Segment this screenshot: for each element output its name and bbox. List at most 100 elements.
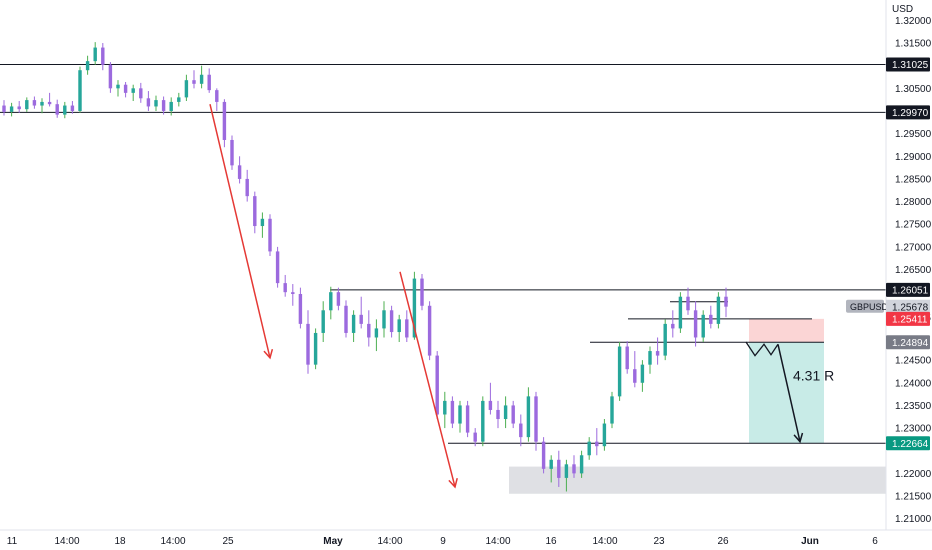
symbol-badge: GBPUSD <box>850 302 889 312</box>
candle-body <box>488 400 493 410</box>
candle-body <box>237 165 242 179</box>
time-tick-label: 14:00 <box>592 536 617 547</box>
candle-body <box>709 314 713 324</box>
candle-body <box>541 441 546 469</box>
level-badge: 1.26051 <box>892 285 929 296</box>
trend-arrow[interactable] <box>209 104 271 359</box>
candle-body <box>313 332 318 365</box>
candle-body <box>724 296 728 307</box>
candle-body <box>557 459 561 478</box>
candle-body <box>321 310 325 333</box>
candle-body <box>549 459 553 469</box>
demand-zone <box>509 466 886 494</box>
price-tick-label: 1.31500 <box>895 39 932 50</box>
candle-body <box>655 351 660 356</box>
projection-zigzag[interactable] <box>745 341 779 357</box>
candle-body <box>17 106 21 110</box>
candle-body <box>473 432 477 442</box>
time-tick-label: 6 <box>872 536 878 547</box>
candle-body <box>222 101 227 140</box>
projection-arrow[interactable] <box>777 344 801 442</box>
candle-body <box>481 400 485 442</box>
trend-arrow-head <box>263 348 274 360</box>
candle-body <box>116 84 120 89</box>
candle-body <box>587 441 591 456</box>
time-tick-label: 14:00 <box>377 536 402 547</box>
time-axis[interactable]: 11 14:00 18 14:00 25 May 14:00 9 14:00 16 14:00 23 2… <box>0 529 932 547</box>
price-tick-label: 1.23000 <box>895 424 932 435</box>
candle-body <box>306 323 310 365</box>
candle-body <box>260 218 265 227</box>
candle-body <box>526 396 531 438</box>
candle-body <box>47 101 52 105</box>
price-tick-label: 1.26500 <box>895 265 932 276</box>
time-tick-label: 16 <box>545 536 557 547</box>
candle-body <box>101 47 105 65</box>
candle-body <box>207 74 211 91</box>
price-tick-label: 1.27000 <box>895 242 932 253</box>
candle-body <box>93 47 97 62</box>
candle-body <box>336 292 341 306</box>
time-tick-label: Jun <box>801 536 819 547</box>
time-tick-label: 14:00 <box>485 536 510 547</box>
candle-body <box>640 364 645 383</box>
candle-body <box>291 292 295 294</box>
time-tick-label: 14:00 <box>54 536 79 547</box>
candle-body <box>610 396 614 424</box>
candle-body <box>78 70 82 111</box>
stop-loss-zone <box>749 318 824 343</box>
candle-body <box>268 218 272 252</box>
trend-arrow[interactable] <box>399 271 456 488</box>
price-tick-label: 1.24500 <box>895 356 932 367</box>
candle-body <box>686 296 690 311</box>
candle-body <box>435 355 439 415</box>
candle-body <box>633 369 637 383</box>
price-tick-label: 1.30500 <box>895 84 932 95</box>
candle-body <box>572 464 576 474</box>
entry-price-badge-bg <box>886 335 930 350</box>
price-badges-layer: 1.310251.299701.26051GBPUSD1.2567803:58:… <box>846 57 931 451</box>
price-tick-label: 1.24000 <box>895 378 932 389</box>
candle-body <box>32 100 37 106</box>
candle-body <box>351 314 356 333</box>
candle-body <box>85 61 90 71</box>
candle-body <box>595 441 599 447</box>
candle-body <box>298 293 303 324</box>
price-tick-label: 1.28500 <box>895 174 932 185</box>
drawings-layer: 4.31 R <box>209 104 834 489</box>
candle-body <box>458 405 462 424</box>
candle-body <box>579 455 584 474</box>
candle-body <box>123 84 128 93</box>
price-tick-label: 1.21000 <box>895 514 932 525</box>
candle-body <box>25 100 29 110</box>
candle-body <box>344 305 348 333</box>
candle-body <box>139 88 143 99</box>
time-tick-label: 9 <box>440 536 446 547</box>
time-tick-label: 14:00 <box>160 536 185 547</box>
stop-price-badge: 1.25411 <box>892 314 928 325</box>
zones-layer <box>509 318 886 494</box>
candle-body <box>693 310 698 338</box>
candle-body <box>154 100 158 107</box>
level-badge-bg <box>886 105 930 120</box>
candle-body <box>359 314 363 324</box>
candle-body <box>199 74 204 84</box>
candle-body <box>382 310 386 329</box>
candle-body <box>443 400 447 415</box>
candle-body <box>2 105 6 112</box>
target-price-badge-bg <box>886 436 930 451</box>
candle-body <box>230 139 234 166</box>
price-axis[interactable]: USD 1.32000 1.31500 1.30500 1.29500 1.29000 1… <box>885 0 932 530</box>
price-tick-label: 1.32000 <box>895 16 932 27</box>
candle-body <box>671 323 675 329</box>
candle-body <box>519 423 523 438</box>
symbol-badge-bg <box>846 299 884 313</box>
candle-body <box>367 323 371 338</box>
candle-body <box>169 101 173 111</box>
candle-body <box>146 98 151 107</box>
candle-body <box>389 310 394 333</box>
currency-label: USD <box>892 4 913 15</box>
time-tick-label: May <box>323 536 343 547</box>
